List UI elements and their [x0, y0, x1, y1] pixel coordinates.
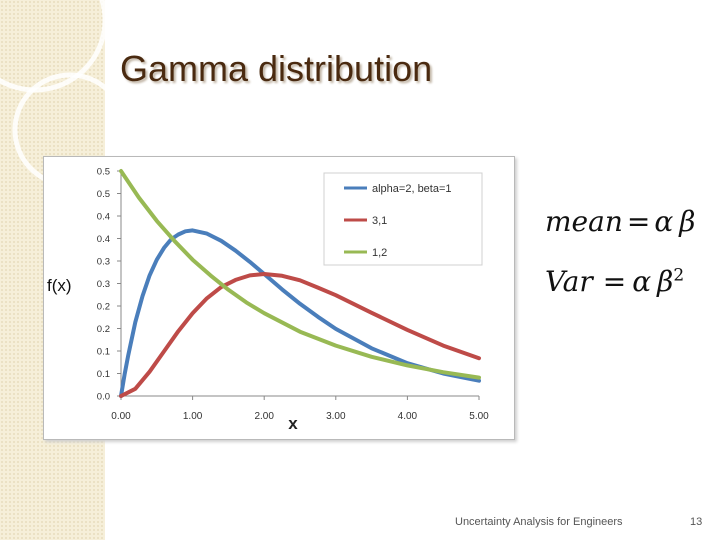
- mean-formula: mean = α β: [545, 205, 695, 238]
- legend-entry: alpha=2, beta=1: [372, 183, 452, 195]
- chart-frame: 0.0 0.1 0.1 0.2 0.2 0.3 0.3 0.4 0.4 0.5 0.5 0.00 1.0…: [43, 156, 515, 440]
- mean-beta: β: [679, 205, 696, 238]
- series-line: [119, 272, 481, 398]
- x-tick-label: 1.00: [183, 411, 203, 422]
- mean-alpha: α: [654, 205, 674, 238]
- y-tick-label: 0.0: [97, 392, 110, 403]
- legend: alpha=2, beta=1 3,1 1,2: [323, 172, 483, 266]
- y-tick-label: 0.1: [97, 369, 110, 380]
- y-tick-label: 0.2: [97, 324, 110, 335]
- legend-entry: 3,1: [372, 215, 387, 227]
- var-exponent: 2: [673, 265, 685, 286]
- y-tick-label: 0.1: [97, 347, 110, 358]
- variance-formula: Var = α β2: [545, 265, 684, 298]
- y-tick-label: 0.4: [97, 212, 110, 223]
- mean-equals: =: [626, 205, 651, 238]
- x-axis-label: x: [288, 414, 298, 433]
- x-tick-label: 4.00: [398, 411, 418, 422]
- var-alpha: α: [632, 265, 652, 298]
- x-tick-label: 0.00: [111, 411, 131, 422]
- y-axis-label: f(x): [47, 276, 72, 295]
- var-lhs: Var: [545, 265, 593, 298]
- y-tick-label: 0.3: [97, 257, 110, 268]
- slide-title: Gamma distribution: [120, 48, 433, 89]
- mean-lhs: mean: [545, 205, 623, 238]
- var-equals: =: [602, 265, 627, 298]
- x-tick-label: 5.00: [469, 411, 489, 422]
- gamma-chart: 0.0 0.1 0.1 0.2 0.2 0.3 0.3 0.4 0.4 0.5 0.5 0.00 1.0…: [47, 167, 489, 434]
- slide-number: 13: [690, 516, 703, 528]
- footer-text: Uncertainty Analysis for Engineers: [455, 516, 623, 528]
- x-tick-label: 2.00: [254, 411, 274, 422]
- x-tick-label: 3.00: [326, 411, 346, 422]
- series-line: [119, 169, 481, 380]
- y-tick-label: 0.5: [97, 167, 110, 178]
- y-tick-label: 0.3: [97, 279, 110, 290]
- y-tick-label: 0.4: [97, 234, 110, 245]
- legend-entry: 1,2: [372, 247, 387, 259]
- y-tick-label: 0.2: [97, 302, 110, 313]
- series-line: [119, 228, 481, 398]
- var-beta: β: [657, 265, 674, 298]
- y-tick-label: 0.5: [97, 189, 110, 200]
